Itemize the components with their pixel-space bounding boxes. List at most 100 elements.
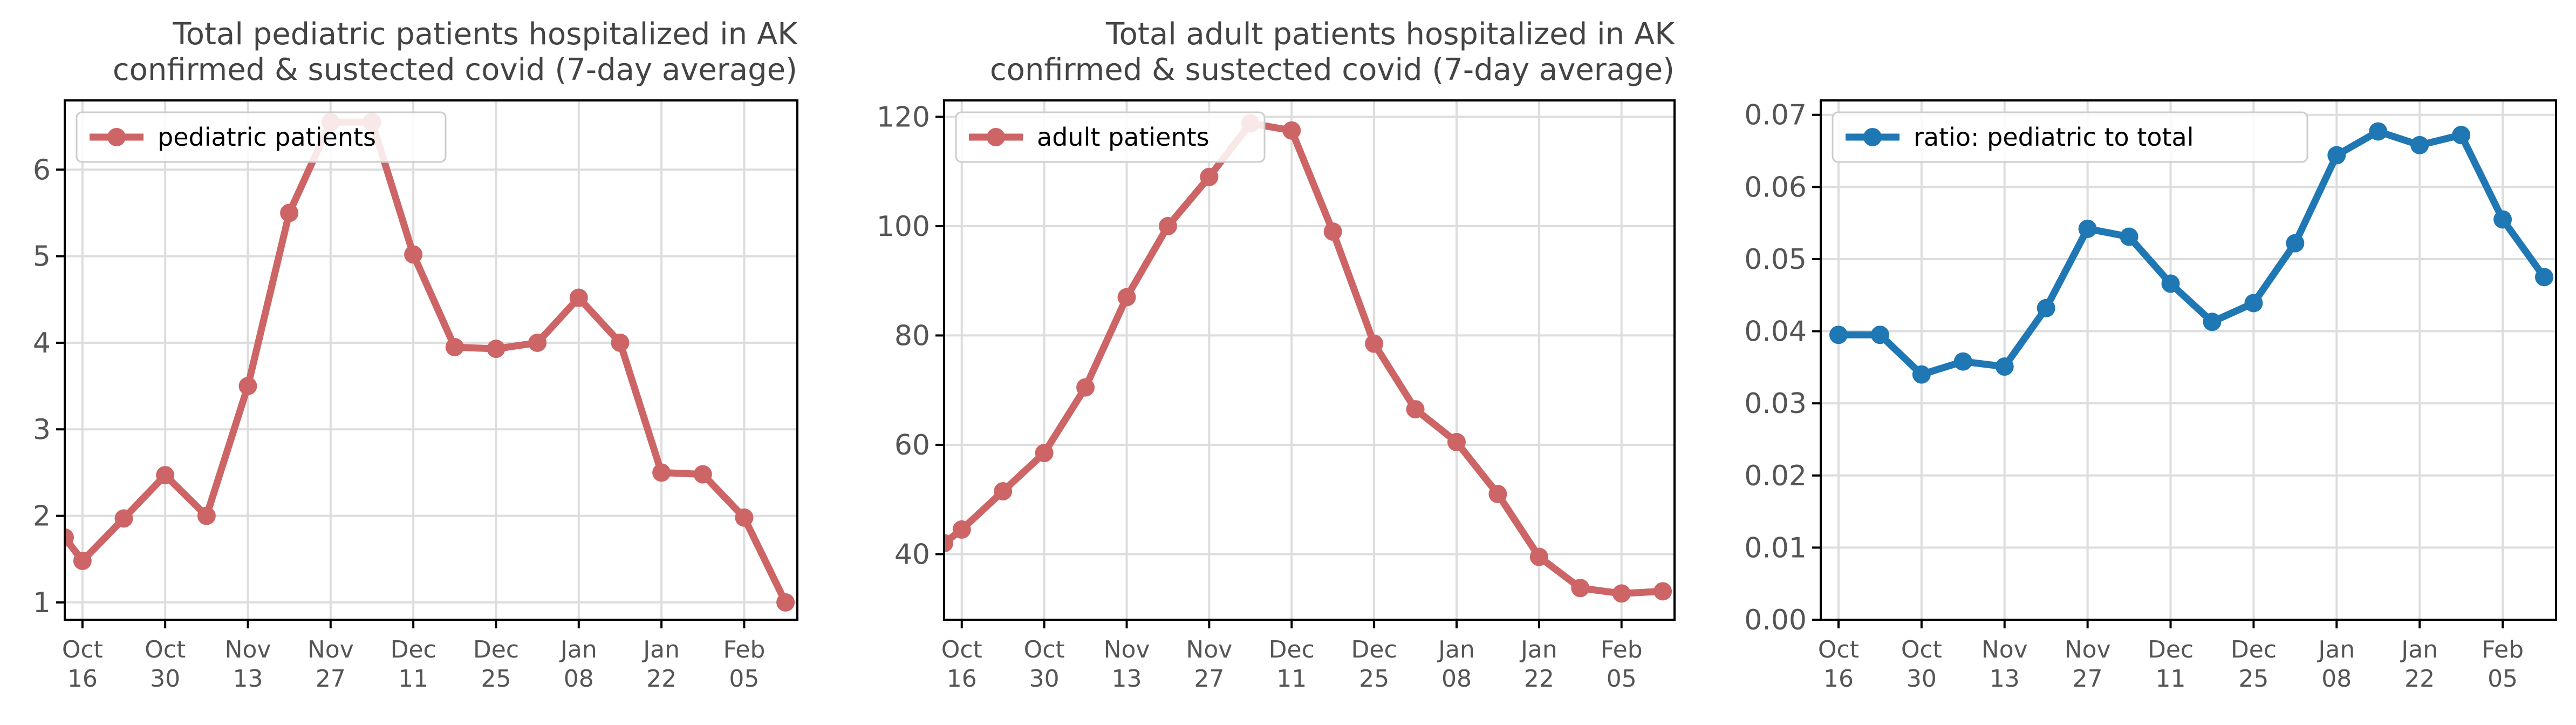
data-point <box>1447 432 1466 451</box>
y-axis: 40 60 80 100 120 <box>877 101 944 571</box>
x-axis: Oct16Oct30Nov13Nov27Dec11Dec25Jan08Jan22… <box>62 620 765 693</box>
series-1 <box>944 114 1672 603</box>
data-point <box>1158 216 1177 235</box>
x-tick-label-day: 11 <box>1276 665 1307 693</box>
data-point <box>1035 444 1054 463</box>
data-point <box>73 551 92 570</box>
data-point <box>1406 400 1425 419</box>
x-tick-label-month: Feb <box>2482 636 2524 663</box>
data-point <box>404 245 423 264</box>
x-tick-label-day: 16 <box>947 665 977 693</box>
x-tick-label-month: Nov <box>1104 636 1150 663</box>
data-point <box>1571 579 1590 598</box>
chart-title-line: confirmed & sustected covid (7-day avera… <box>113 52 797 87</box>
y-tick-label: 2 <box>33 500 51 533</box>
x-tick-label-day: 05 <box>729 665 759 693</box>
data-point <box>1995 357 2014 376</box>
chart-title: Total adult patients hospitalized in AKc… <box>990 17 1675 87</box>
y-tick-label: 5 <box>33 241 51 273</box>
y-axis: 1 2 3 4 5 6 <box>33 154 65 619</box>
x-tick-label-month: Jan <box>559 636 597 663</box>
y-axis: 0.00 0.01 0.02 0.03 0.04 0.05 0.06 0.07 <box>1744 99 1821 636</box>
grid-lines <box>65 100 797 620</box>
y-tick-label: 40 <box>894 538 930 571</box>
x-tick-label-month: Nov <box>225 636 271 663</box>
legend-box <box>955 111 1266 163</box>
plot-frame <box>1820 99 2557 621</box>
y-tick-label: 0.02 <box>1744 460 1807 492</box>
y-tick-label: 0.03 <box>1744 388 1807 420</box>
chart-title-line: confirmed & sustected covid (7-day avera… <box>990 52 1675 87</box>
y-tick-label: 1 <box>33 587 51 619</box>
x-tick-label-month: Nov <box>1981 636 2028 663</box>
x-tick-label-day: 27 <box>1194 665 1224 693</box>
x-tick-label-month: Feb <box>723 636 765 663</box>
x-tick-label-day: 22 <box>1524 665 1554 693</box>
x-tick-label-month: Dec <box>1351 636 1397 663</box>
x-tick-label-month: Feb <box>1601 636 1643 663</box>
data-point <box>156 466 175 485</box>
x-tick-label-month: Nov <box>1186 636 1232 663</box>
data-point <box>114 509 133 528</box>
data-point <box>2078 219 2097 238</box>
x-tick-label-month: Jan <box>641 636 680 663</box>
x-tick-label-month: Jan <box>2400 636 2438 663</box>
x-tick-label-day: 27 <box>316 665 346 693</box>
legend-marker <box>107 128 126 146</box>
data-point <box>1200 167 1219 186</box>
x-tick-label-month: Dec <box>2231 636 2277 663</box>
x-tick-label-day: 08 <box>1441 665 1472 693</box>
x-tick-label-month: Oct <box>62 636 103 663</box>
x-tick-label-day: 11 <box>2156 665 2186 693</box>
data-point <box>2286 234 2305 253</box>
chart-panel-3: 0.000.010.020.030.040.050.060.07Oct16Oct… <box>1744 99 2557 693</box>
y-tick-label: 80 <box>894 320 930 352</box>
data-point <box>2452 126 2471 145</box>
y-tick-label: 0.06 <box>1744 171 1807 204</box>
data-point <box>2120 227 2138 246</box>
x-tick-label-day: 30 <box>1907 665 1937 693</box>
data-point <box>952 520 971 539</box>
x-tick-label-day: 13 <box>233 665 263 693</box>
data-point <box>2203 313 2222 331</box>
x-tick-label-day: 22 <box>2404 665 2435 693</box>
legend-marker <box>1863 128 1882 146</box>
x-tick-label-month: Oct <box>145 636 186 663</box>
x-tick-label-month: Dec <box>473 636 519 663</box>
x-tick-label-month: Dec <box>391 636 436 663</box>
x-tick-label-day: 16 <box>67 665 98 693</box>
data-point <box>1076 378 1095 397</box>
data-point <box>487 340 505 358</box>
data-point <box>569 288 588 307</box>
x-tick-label-month: Dec <box>2148 636 2194 663</box>
series-line <box>944 120 1666 597</box>
y-tick-label: 0.00 <box>1744 604 1807 636</box>
data-point <box>1488 485 1507 504</box>
data-point <box>652 463 671 482</box>
y-tick-label: 3 <box>33 414 51 446</box>
x-tick-label-month: Oct <box>941 636 982 663</box>
x-tick-label-day: 25 <box>1359 665 1389 693</box>
data-point <box>693 465 712 484</box>
x-tick-label-month: Jan <box>2317 636 2355 663</box>
series-1 <box>1829 122 2554 384</box>
x-tick-label-day: 25 <box>2238 665 2268 693</box>
data-point <box>2327 146 2346 165</box>
chart-title-line: Total pediatric patients hospitalized in… <box>172 17 798 52</box>
y-tick-label: 0.07 <box>1744 99 1807 132</box>
data-point <box>1653 582 1672 601</box>
legend: ratio: pediatric to total <box>1832 111 2308 163</box>
data-point <box>611 333 630 352</box>
data-point <box>2244 294 2263 313</box>
legend-marker <box>987 128 1005 146</box>
legend-label: pediatric patients <box>158 123 376 152</box>
x-tick-label-day: 30 <box>150 665 180 693</box>
grid-lines <box>1821 100 2556 621</box>
data-point <box>1870 326 1889 344</box>
x-tick-label-day: 05 <box>2488 665 2518 693</box>
legend-label: adult patients <box>1037 123 1210 152</box>
legend-box <box>1832 111 2308 163</box>
x-tick-label-month: Jan <box>1519 636 1557 663</box>
